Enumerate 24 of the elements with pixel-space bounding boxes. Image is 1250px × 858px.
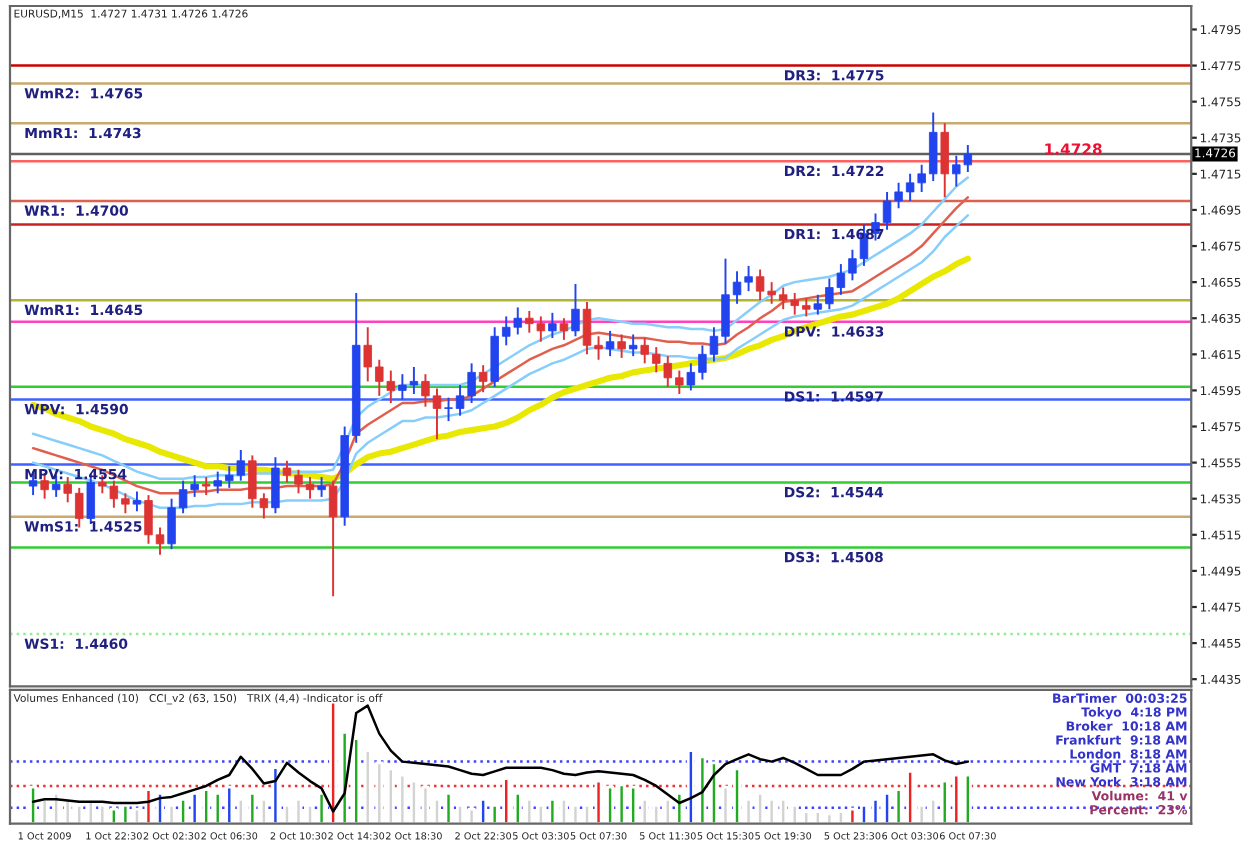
candlestick <box>628 333 638 358</box>
candlestick <box>132 490 142 513</box>
bar <box>306 804 315 824</box>
candlestick <box>559 317 569 341</box>
bar <box>583 804 591 824</box>
candlestick <box>605 329 615 358</box>
bar <box>29 785 38 824</box>
candlestick <box>271 456 280 515</box>
candlestick <box>328 479 338 598</box>
candlestick <box>317 476 326 498</box>
candlestick <box>478 364 488 394</box>
bar <box>709 761 718 824</box>
bar <box>859 804 868 824</box>
bar <box>282 804 291 824</box>
bar <box>433 797 441 824</box>
candlestick <box>617 333 626 359</box>
bar <box>156 791 165 824</box>
candlestick <box>201 476 211 497</box>
candlestick <box>940 122 949 199</box>
bar <box>883 791 892 824</box>
candlestick <box>571 282 580 338</box>
bar <box>733 767 742 824</box>
candlestick <box>548 311 557 340</box>
bar <box>963 773 972 824</box>
